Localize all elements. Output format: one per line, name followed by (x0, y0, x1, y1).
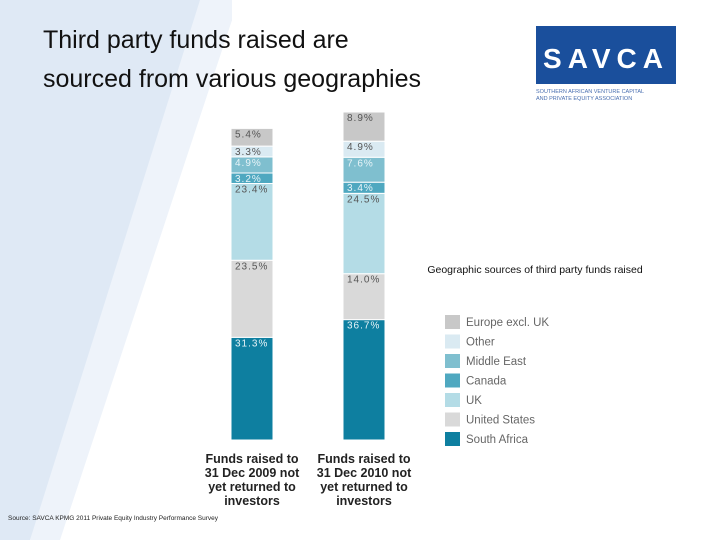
category-label: Funds raised to 31 Dec 2010 not yet retu… (316, 452, 412, 508)
legend-swatch (445, 373, 460, 388)
logo-subtitle: AND PRIVATE EQUITY ASSOCIATION (536, 96, 632, 102)
legend-label: Europe excl. UK (466, 317, 549, 329)
background-shape (30, 0, 232, 540)
legend-title: Geographic sources of third party funds … (427, 264, 643, 276)
bar-segment (230, 183, 274, 261)
value-label: 24.5% (347, 194, 380, 205)
value-label: 8.9% (347, 113, 374, 124)
bar-segment (342, 192, 386, 275)
value-label: 23.4% (235, 185, 268, 196)
legend-label: Canada (466, 376, 507, 388)
title-line: Third party funds raised are (43, 26, 349, 54)
value-label: 31.3% (235, 338, 268, 349)
bar-segment (342, 156, 386, 183)
bar-segment (230, 259, 274, 338)
value-label: 3.2% (235, 174, 262, 185)
category-label: Funds raised to 31 Dec 2009 not yet retu… (204, 452, 300, 508)
bar-segment (230, 127, 274, 147)
legend-swatch (445, 412, 460, 427)
legend-label: UK (466, 395, 482, 407)
value-label: 7.6% (347, 158, 374, 169)
logo-subtitle: SOUTHERN AFRICAN VENTURE CAPITAL (536, 89, 644, 95)
value-label: 4.9% (235, 158, 262, 169)
bar-segment (230, 336, 274, 441)
bar-segment (342, 273, 386, 321)
legend-label: United States (466, 415, 535, 427)
value-label: 23.5% (235, 261, 268, 272)
legend-swatch (445, 315, 460, 329)
value-label: 3.4% (347, 183, 374, 194)
value-label: 3.3% (235, 147, 262, 158)
value-label: 14.0% (347, 275, 380, 286)
legend-swatch (445, 354, 460, 368)
legend-label: Middle East (466, 356, 527, 368)
legend-swatch (445, 432, 460, 446)
value-label: 36.7% (347, 321, 380, 332)
legend-swatch (445, 393, 460, 407)
value-label: 5.4% (235, 129, 262, 140)
logo-box (536, 26, 676, 84)
legend-label: Other (466, 337, 495, 349)
source-note: Source: SAVCA KPMG 2011 Private Equity I… (8, 515, 219, 522)
logo-name: SAVCA (543, 43, 669, 74)
value-label: 4.9% (347, 142, 374, 153)
legend-label: South Africa (466, 434, 529, 446)
bar-segment (342, 111, 386, 142)
title-line: sourced from various geographies (43, 65, 421, 93)
legend-swatch (445, 334, 460, 349)
bar-segment (342, 319, 386, 441)
